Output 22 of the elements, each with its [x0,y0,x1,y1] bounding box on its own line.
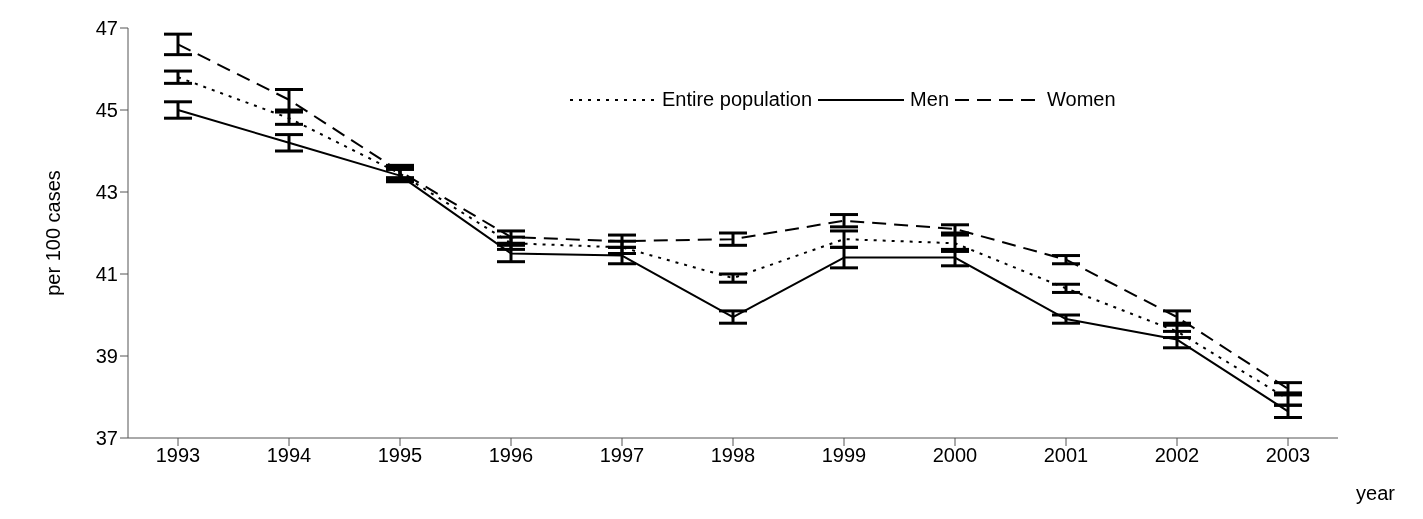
x-tick-label: 1995 [377,444,423,467]
legend-label: Women [1047,88,1116,111]
y-tick-label: 37 [95,427,118,450]
x-tick-label: 1998 [710,444,756,467]
x-tick-label: 1997 [599,444,645,467]
x-tick-label: 1999 [821,444,867,467]
x-tick-label: 1993 [155,444,201,467]
x-tick-label: 1996 [488,444,534,467]
x-tick-label: 2002 [1154,444,1200,467]
x-tick-label: 2001 [1043,444,1089,467]
legend-label: Men [910,88,950,111]
y-tick-label: 41 [95,263,118,286]
legend-label: Entire population [662,88,813,111]
y-tick-label: 43 [95,181,118,204]
y-axis-title: per 100 cases [42,170,65,296]
x-axis-title: year [1356,482,1396,504]
x-tick-label: 2000 [932,444,978,467]
y-tick-label: 39 [95,345,118,368]
x-tick-label: 2003 [1265,444,1311,467]
y-tick-label: 47 [95,17,118,40]
x-tick-label: 1994 [266,444,312,467]
y-tick-label: 45 [95,99,118,122]
